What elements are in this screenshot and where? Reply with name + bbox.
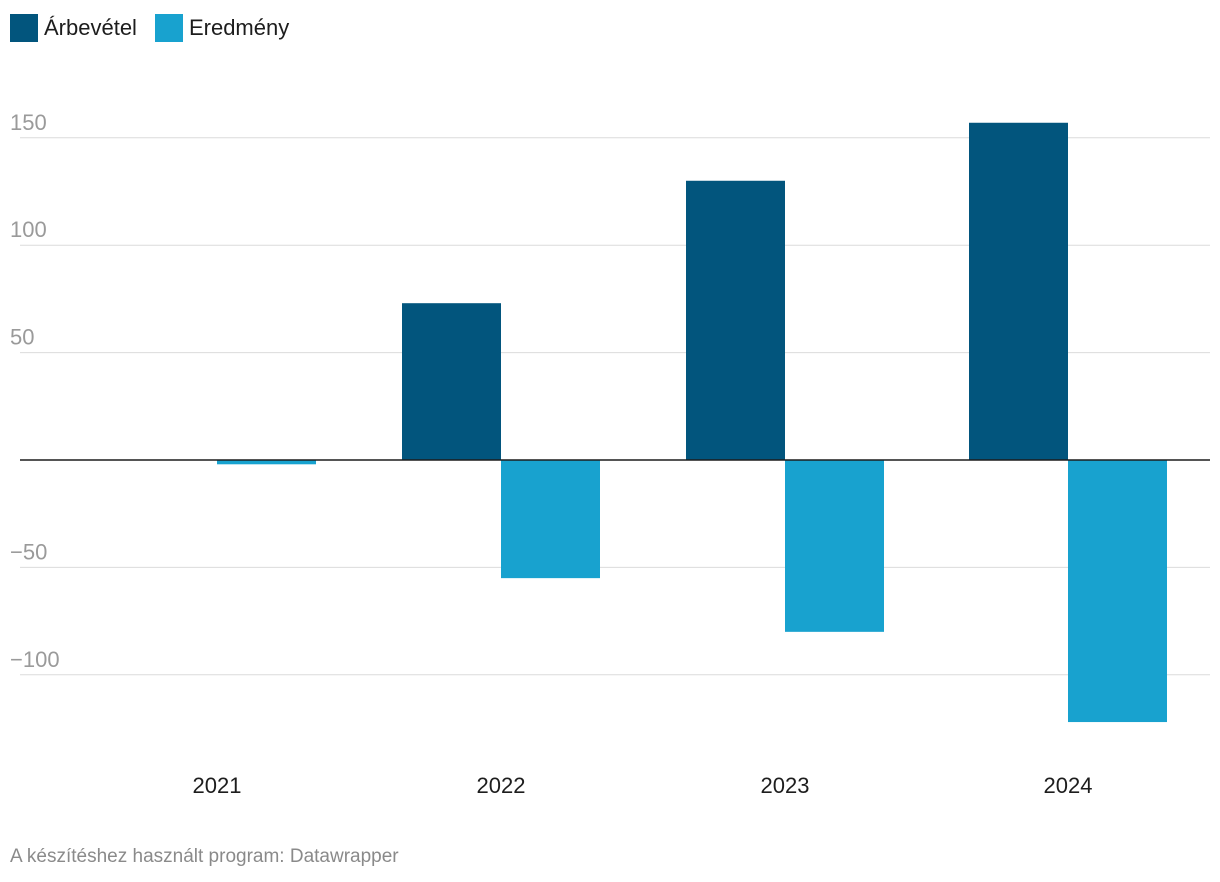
y-tick-label-2: 50: [10, 325, 34, 350]
legend-label-eredmeny: Eredmény: [188, 15, 290, 40]
label-layer: 150 100 50 −50 −100 2021 2022 2023 2024: [10, 110, 1092, 798]
bar--rbev-tel-2023: [686, 180, 785, 460]
bar-eredm-ny-2023: [785, 460, 884, 632]
legend-item-eredmeny: Eredmény: [154, 14, 290, 42]
bar--rbev-tel-2022: [402, 303, 501, 460]
legend-swatch-eredmeny: [154, 14, 183, 42]
y-tick-label-1: 100: [10, 217, 47, 242]
y-tick-label-3: −50: [10, 539, 47, 564]
bar--rbev-tel-2024: [969, 122, 1068, 460]
bar-eredm-ny-2022: [501, 460, 600, 579]
y-tick-label-0: 150: [10, 110, 47, 135]
x-tick-label-2022: 2022: [477, 773, 526, 798]
bar-layer: [217, 122, 1167, 723]
footer-credit: A készítéshez használt program: Datawrap…: [10, 846, 399, 867]
legend: Árbevétel Eredmény: [10, 14, 289, 42]
legend-item-arbevetel: Árbevétel: [10, 14, 137, 42]
x-tick-label-2024: 2024: [1044, 773, 1093, 798]
y-tick-label-4: −100: [10, 647, 60, 672]
legend-swatch-arbevetel: [10, 14, 38, 42]
bar-eredm-ny-2024: [1068, 460, 1167, 723]
x-tick-label-2023: 2023: [761, 773, 810, 798]
legend-label-arbevetel: Árbevétel: [44, 15, 137, 40]
bar-eredm-ny-2021: [217, 460, 316, 465]
x-tick-label-2021: 2021: [193, 773, 242, 798]
